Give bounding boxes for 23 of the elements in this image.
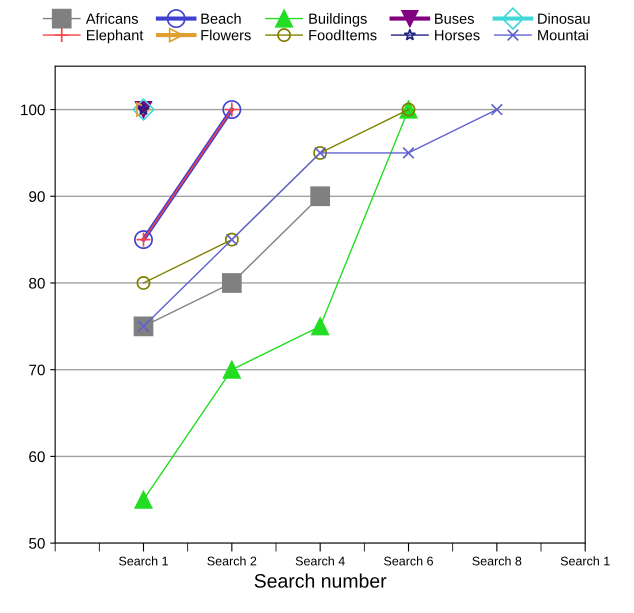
legend-label: Horses: [435, 30, 480, 40]
x-axis-title: Search number: [254, 574, 386, 588]
legend-label: Beach: [201, 13, 241, 24]
y-tick-label: 80: [29, 278, 45, 289]
x-tick-label: Search 2: [207, 556, 256, 566]
y-tick-label: 70: [29, 364, 45, 376]
x-tick-label: Search 6: [384, 556, 433, 566]
legend-label: Mountai: [538, 30, 588, 40]
legend-label: Buildings: [309, 13, 367, 27]
legend-label: Elephant: [86, 30, 144, 44]
y-tick-label: 60: [29, 451, 45, 462]
x-tick-label: Search 8: [472, 556, 522, 566]
y-tick-label: 90: [29, 191, 45, 202]
x-tick-label: Search 1: [119, 556, 168, 566]
x-tick-label: Search 4: [296, 556, 345, 566]
legend-label: Flowers: [201, 30, 251, 40]
legend-label: FoodItems: [309, 30, 377, 40]
y-tick-label: 100: [21, 104, 45, 116]
y-tick-label: 50: [29, 538, 45, 549]
legend-label: Buses: [435, 14, 474, 24]
legend-label: Dinosau: [538, 13, 590, 24]
legend-label: Africans: [86, 13, 138, 24]
x-tick-label: Search 1: [560, 556, 610, 566]
